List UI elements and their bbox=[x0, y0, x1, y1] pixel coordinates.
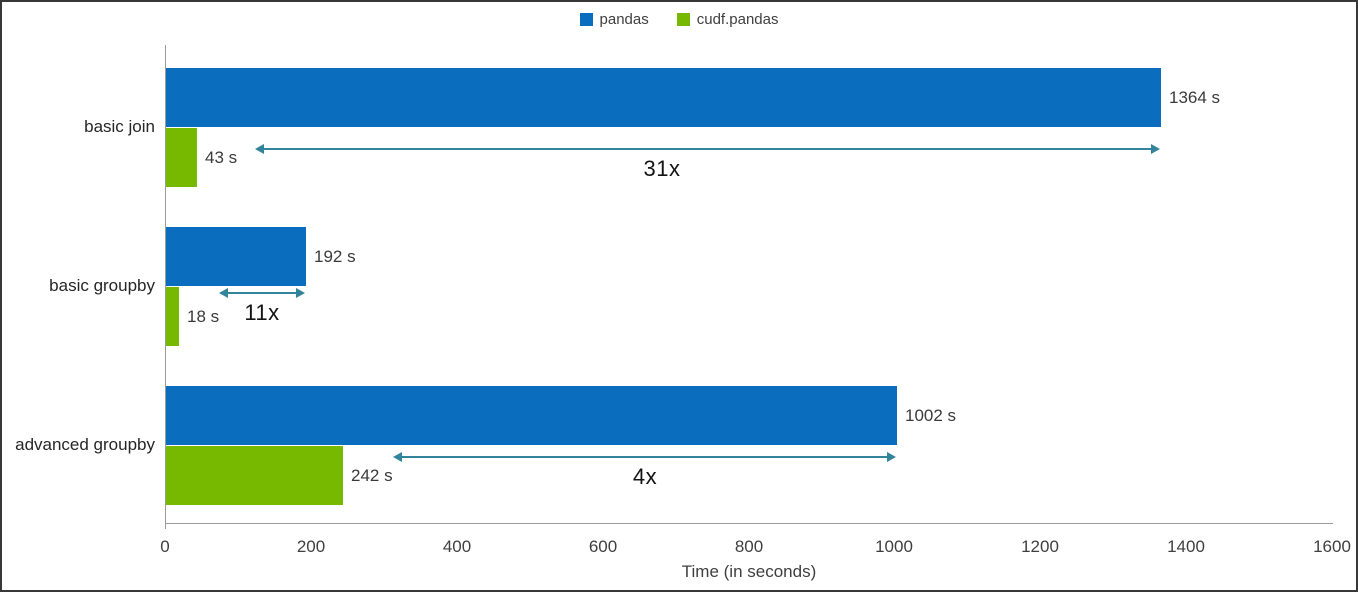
x-axis-title: Time (in seconds) bbox=[681, 562, 817, 581]
speedup-arrow-advanced-groupby bbox=[393, 452, 896, 462]
category-label-basic-join: basic join bbox=[84, 117, 155, 136]
x-tick-label-1600: 1600 bbox=[1313, 537, 1351, 556]
bar-cudf-pandas-basic-join bbox=[166, 128, 197, 187]
speedup-label-basic-join: 31x bbox=[643, 156, 681, 181]
y-axis-line bbox=[165, 45, 166, 529]
value-label-cudf-pandas-advanced-groupby: 242 s bbox=[351, 466, 393, 485]
legend: pandas cudf.pandas bbox=[2, 11, 1356, 28]
arrowhead-right-icon bbox=[296, 288, 305, 298]
bar-cudf-pandas-advanced-groupby bbox=[166, 446, 343, 505]
x-tick-label-400: 400 bbox=[442, 537, 472, 556]
speedup-arrow-basic-join bbox=[255, 144, 1160, 154]
value-label-pandas-advanced-groupby: 1002 s bbox=[905, 406, 957, 425]
bar-pandas-basic-groupby bbox=[166, 227, 306, 286]
x-tick-label-1400: 1400 bbox=[1167, 537, 1205, 556]
bar-pandas-advanced-groupby bbox=[166, 386, 897, 445]
value-label-pandas-basic-groupby: 192 s bbox=[314, 247, 356, 266]
value-label-pandas-basic-join: 1364 s bbox=[1169, 88, 1221, 107]
legend-label: pandas bbox=[599, 11, 649, 28]
x-tick-label-600: 600 bbox=[588, 537, 618, 556]
category-label-advanced-groupby: advanced groupby bbox=[15, 435, 155, 454]
legend-item-cudf-pandas: cudf.pandas bbox=[676, 11, 779, 28]
arrowhead-left-icon bbox=[219, 288, 228, 298]
speedup-label-advanced-groupby: 4x bbox=[632, 464, 658, 489]
x-tick-label-1200: 1200 bbox=[1021, 537, 1059, 556]
value-label-cudf-pandas-basic-groupby: 18 s bbox=[187, 307, 220, 326]
bar-pandas-basic-join bbox=[166, 68, 1161, 127]
x-tick-label-200: 200 bbox=[296, 537, 326, 556]
legend-label: cudf.pandas bbox=[696, 11, 779, 28]
arrowhead-right-icon bbox=[887, 452, 896, 462]
arrowhead-right-icon bbox=[1151, 144, 1160, 154]
x-tick-label-1000: 1000 bbox=[875, 537, 913, 556]
bar-cudf-pandas-basic-groupby bbox=[166, 287, 179, 346]
arrowhead-left-icon bbox=[255, 144, 264, 154]
legend-swatch-icon bbox=[676, 13, 690, 26]
x-tick-label-800: 800 bbox=[734, 537, 764, 556]
speedup-arrow-basic-groupby bbox=[219, 288, 305, 298]
legend-swatch-icon bbox=[579, 13, 593, 26]
x-axis-line bbox=[165, 523, 1333, 524]
category-label-basic-groupby: basic groupby bbox=[49, 276, 155, 295]
value-label-cudf-pandas-basic-join: 43 s bbox=[205, 148, 238, 167]
x-tick-label-0: 0 bbox=[160, 537, 170, 556]
legend-item-pandas: pandas bbox=[579, 11, 649, 28]
arrowhead-left-icon bbox=[393, 452, 402, 462]
speedup-label-basic-groupby: 11x bbox=[244, 300, 280, 325]
